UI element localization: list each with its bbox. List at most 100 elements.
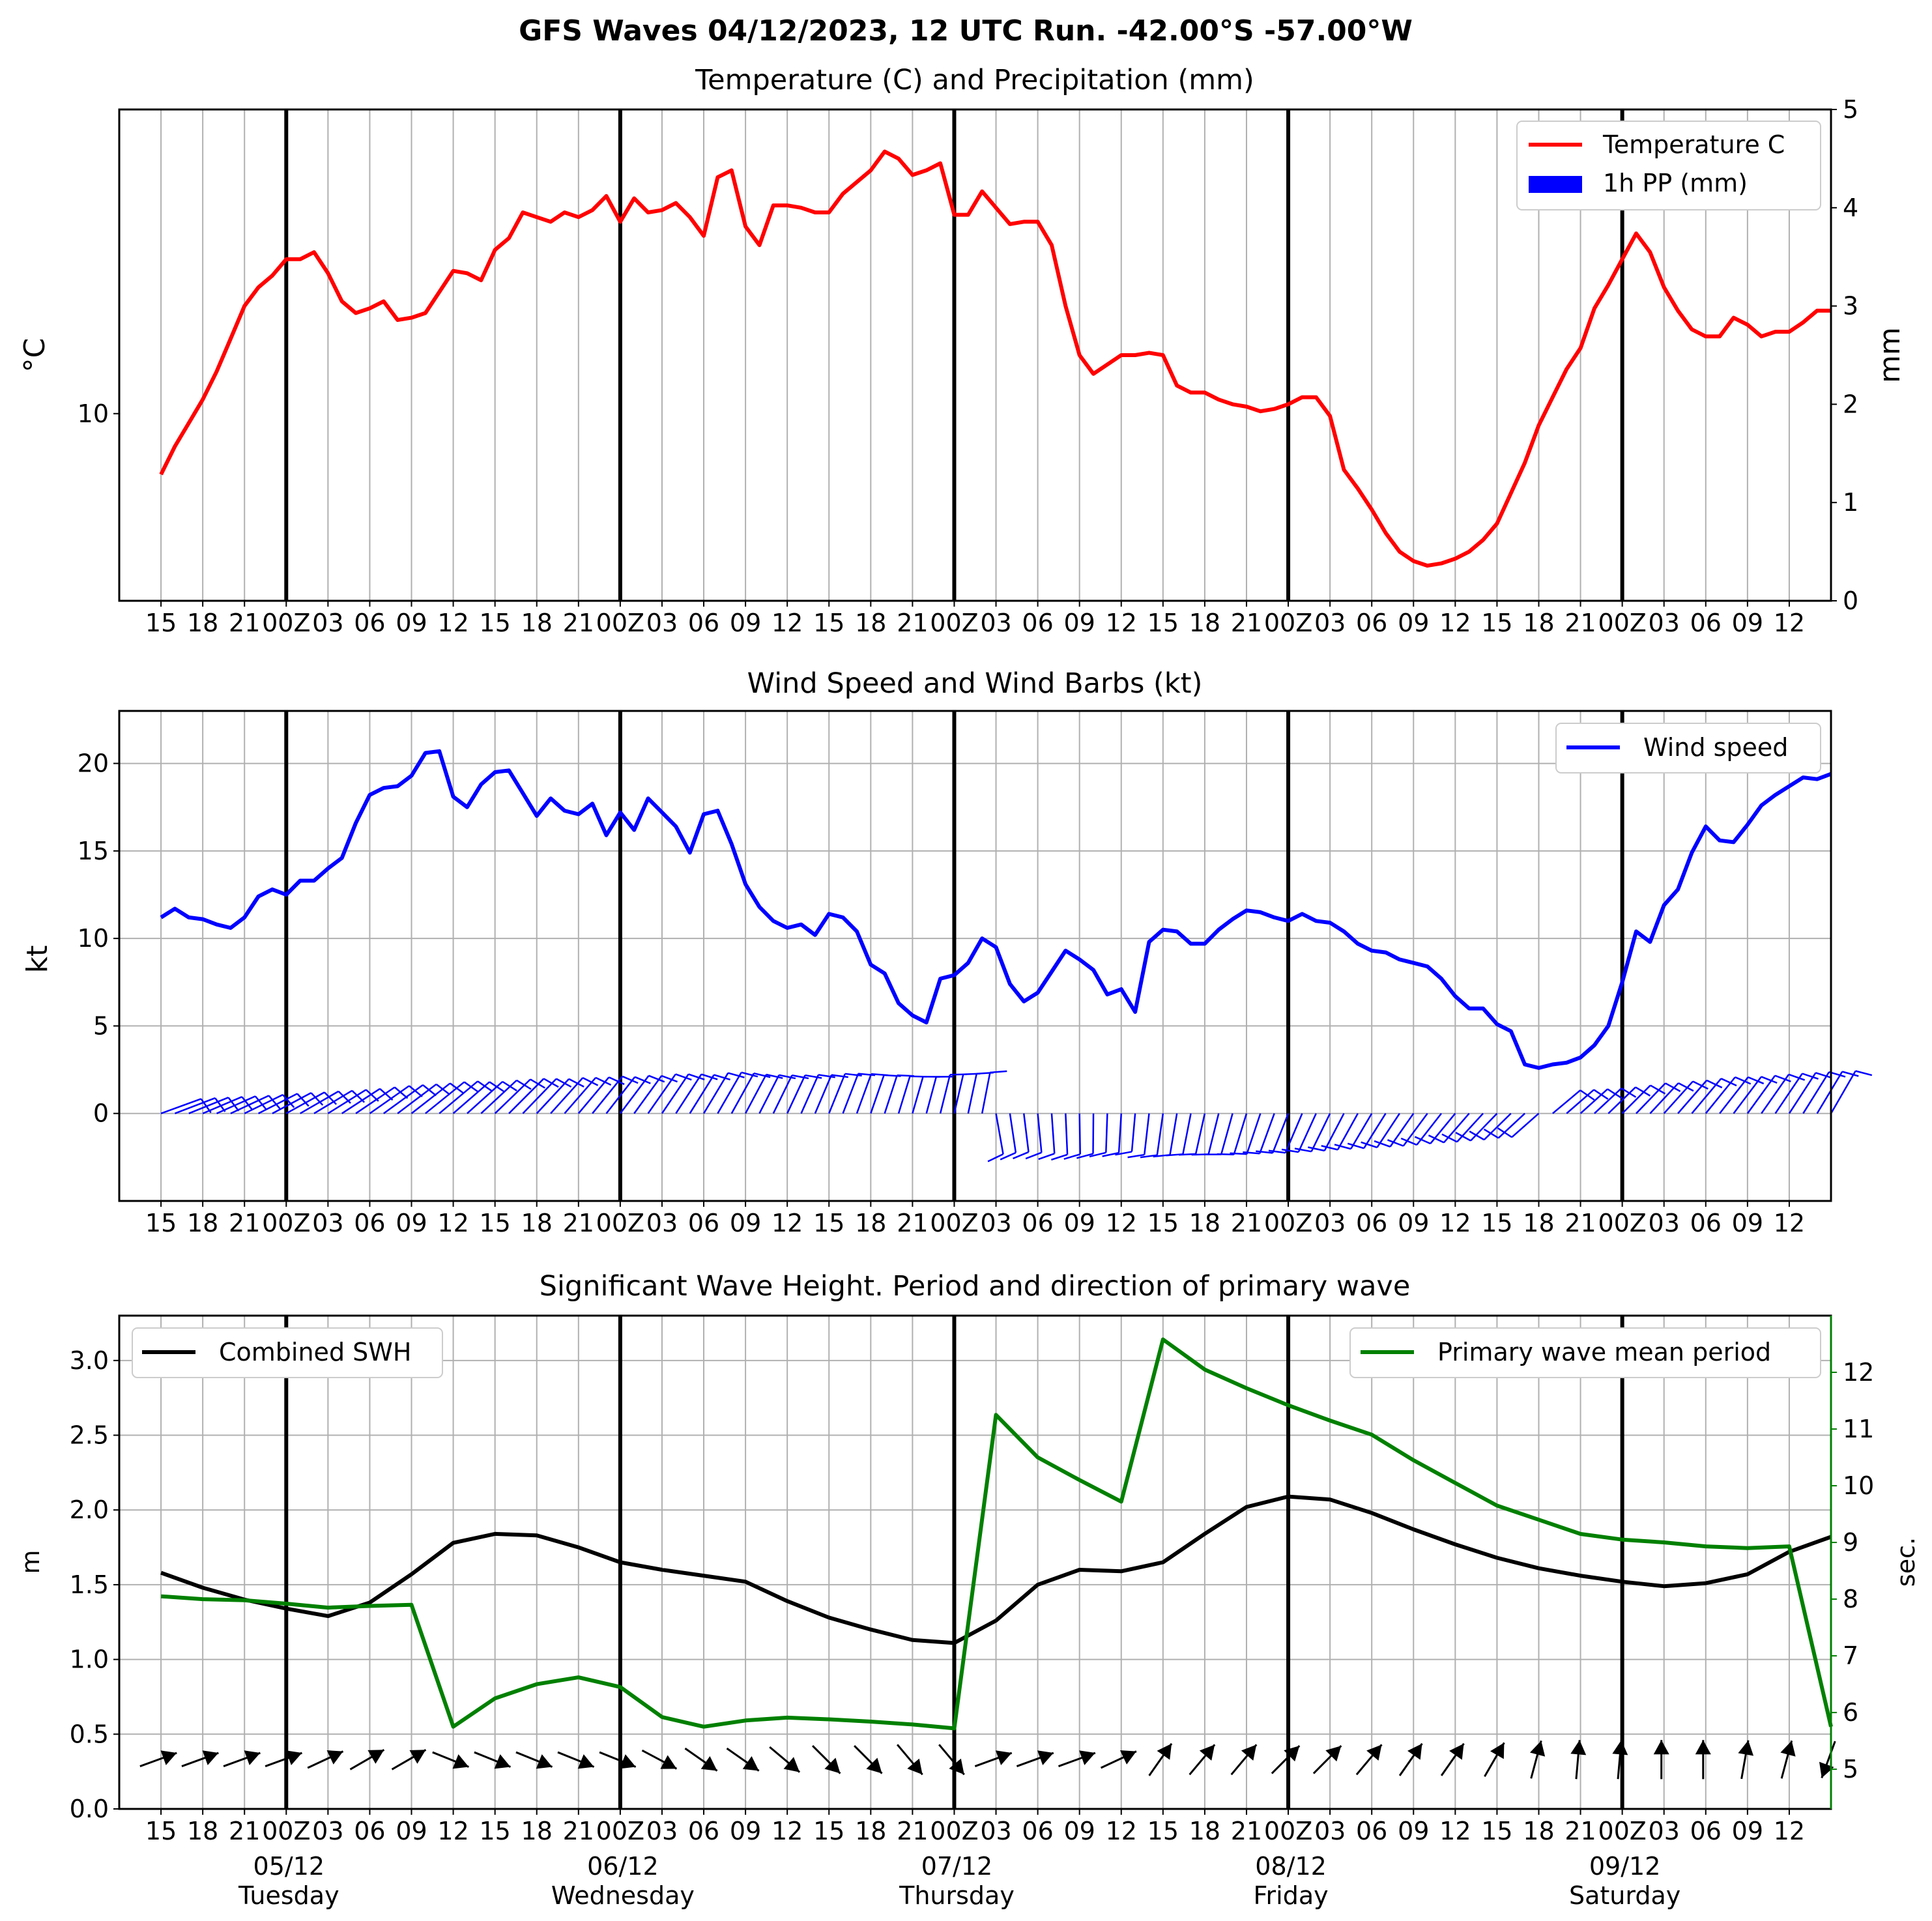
wind-barb <box>1246 1113 1262 1155</box>
wind-barb <box>981 1072 991 1114</box>
x-tick-label: 15 <box>1147 1817 1179 1845</box>
wind-legend-box <box>1555 723 1821 773</box>
wave-arrow-head <box>1284 1746 1300 1762</box>
wind-barb <box>1719 1076 1749 1114</box>
y-tick-label: 0.0 <box>70 1795 109 1823</box>
wind-barb <box>230 1095 270 1114</box>
wave-arrow-head <box>1653 1740 1669 1755</box>
wind-barb-flag <box>282 1094 295 1108</box>
x-tick-label: 09 <box>396 1817 427 1845</box>
wind-barb-flag <box>324 1091 338 1105</box>
x-tick-label: 09 <box>396 609 427 637</box>
wind-barb <box>967 1073 978 1114</box>
wind-barb-flag <box>595 1076 612 1086</box>
x-tick-label: 18 <box>187 609 218 637</box>
wind-grid <box>119 711 1831 1201</box>
x-tick-label: 09 <box>730 1817 761 1845</box>
x-tick-label: 12 <box>1106 1209 1137 1237</box>
wind-barb <box>1691 1078 1722 1114</box>
wind-barb-flag <box>858 1073 876 1076</box>
wind-barb-flag <box>394 1086 409 1099</box>
right-y-tick-label: 7 <box>1843 1641 1858 1670</box>
x-tick-label: 12 <box>1774 609 1805 637</box>
x-tick-label: 03 <box>1649 1209 1680 1237</box>
wind-barb-flag <box>1788 1073 1806 1081</box>
day-date-label: 05/12 <box>253 1852 325 1881</box>
wind-barb <box>675 1073 702 1114</box>
x-tick-label: 06 <box>1690 1209 1722 1237</box>
wind-barb-flag <box>1635 1086 1651 1097</box>
wind-barb-flag <box>675 1073 692 1081</box>
swh-legend: Combined SWH <box>132 1327 443 1378</box>
wave-arrow-head <box>1119 1750 1136 1765</box>
wind-barb <box>1156 1113 1164 1155</box>
x-tick-label: 00Z <box>930 609 978 637</box>
day-weekday-label: Friday <box>1253 1881 1328 1910</box>
wind-barb <box>814 1075 833 1114</box>
wind-barb <box>1761 1074 1790 1114</box>
wave-arrow-head <box>452 1754 469 1769</box>
y-tick-label: 3.0 <box>70 1346 109 1375</box>
wind-barb-flag <box>1815 1072 1832 1079</box>
x-tick-label: 03 <box>1649 609 1680 637</box>
swh-legend-label: Combined SWH <box>219 1338 411 1366</box>
wind-barb <box>1117 1113 1123 1153</box>
temperature-legend-label: Temperature C <box>1602 130 1785 159</box>
wind-barb-flag <box>728 1072 745 1078</box>
x-tick-label: 09 <box>1732 1817 1763 1845</box>
wind-barb <box>1336 1113 1359 1150</box>
period-y-label: sec. <box>1892 1537 1920 1587</box>
wind-barb <box>1456 1112 1484 1143</box>
wind-barb-flag <box>310 1092 324 1106</box>
x-tick-label: 12 <box>1439 1209 1471 1237</box>
swh-y-axis: 0.0 0.5 1.0 1.5 2.0 2.5 3.0 <box>70 1346 119 1823</box>
wind-barb <box>1323 1113 1345 1151</box>
y-tick-label: 10 <box>78 924 109 953</box>
wind-legend: Wind speed <box>1555 723 1821 773</box>
wind-barb-flag <box>543 1078 559 1088</box>
wind-barb <box>884 1075 898 1114</box>
x-tick-label: 06 <box>1690 609 1722 637</box>
wind-barb-flag <box>1735 1076 1752 1085</box>
wind-barb-flag <box>766 1073 783 1079</box>
wind-barb <box>828 1073 846 1114</box>
x-tick-label: 03 <box>646 609 678 637</box>
x-tick-label: 18 <box>855 609 886 637</box>
wind-barb-flag <box>1076 1153 1093 1159</box>
x-tick-label: 00Z <box>596 609 644 637</box>
wave-arrow-head <box>1079 1750 1095 1765</box>
wind-barb-flag <box>1678 1082 1694 1092</box>
wind-barb-flag <box>409 1085 423 1097</box>
x-tick-label: 21 <box>563 609 594 637</box>
wind-barb-flag <box>1855 1070 1873 1076</box>
wind-barb <box>1552 1090 1581 1114</box>
x-tick-label: 03 <box>1649 1817 1680 1845</box>
wind-barb <box>995 1113 1004 1155</box>
x-tick-label: 21 <box>897 1817 928 1845</box>
wind-barb-flag <box>1748 1076 1765 1085</box>
day-weekday-label: Tuesday <box>238 1881 339 1910</box>
x-tick-label: 06 <box>688 609 719 637</box>
x-tick-label: 03 <box>312 1209 343 1237</box>
wind-barb <box>467 1080 504 1114</box>
wind-y-label: kt <box>21 946 54 974</box>
y-tick-label: 0 <box>93 1099 109 1128</box>
wind-barb-flag <box>1050 1153 1068 1161</box>
wave-arrow-head <box>202 1750 219 1765</box>
wave-arrow-head <box>1449 1743 1464 1760</box>
wind-barb <box>397 1083 437 1114</box>
wind-barb-flag <box>1692 1080 1709 1090</box>
x-tick-label: 21 <box>1564 1817 1596 1845</box>
wind-barb <box>1746 1075 1776 1114</box>
day-date-label: 07/12 <box>921 1852 993 1881</box>
wind-barb-flag <box>1361 1141 1377 1149</box>
x-tick-label: 18 <box>1189 1817 1220 1845</box>
wind-barb-flag <box>622 1075 639 1084</box>
x-tick-label: 03 <box>980 1817 1011 1845</box>
wave-arrow-head <box>995 1750 1012 1765</box>
wave-arrow-head <box>742 1756 759 1771</box>
x-tick-label: 06 <box>1356 1817 1387 1845</box>
wind-barb-flag <box>1720 1078 1737 1087</box>
y-tick-label: 0.5 <box>70 1720 109 1748</box>
x-tick-label: 03 <box>646 1209 678 1237</box>
